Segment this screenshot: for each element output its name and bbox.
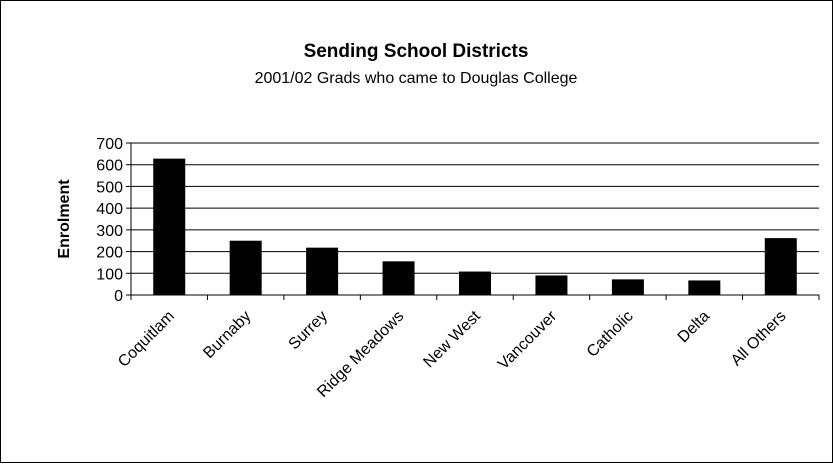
y-tick-label-700: 700 xyxy=(96,136,123,153)
x-tick-label-delta: Delta xyxy=(675,308,714,347)
x-tick-label-catholic: Catholic xyxy=(584,308,637,361)
y-tick-label-400: 400 xyxy=(96,201,123,218)
y-tick-label-100: 100 xyxy=(96,266,123,283)
y-tick-labels: 0 100 200 300 400 500 600 700 xyxy=(96,136,123,305)
x-tick-label-all-others: All Others xyxy=(728,308,790,370)
bar-surrey xyxy=(306,247,339,295)
x-tick-label-vancouver: Vancouver xyxy=(495,307,561,373)
bar-catholic xyxy=(611,279,644,295)
y-tick-label-0: 0 xyxy=(114,288,123,305)
bar-burnaby xyxy=(229,240,262,295)
bar-delta xyxy=(688,280,721,295)
x-tick-label-surrey: Surrey xyxy=(286,308,331,353)
x-tick-label-new-west: New West xyxy=(420,307,484,371)
bar-coquitlam xyxy=(153,158,186,295)
bars xyxy=(153,158,797,295)
axes xyxy=(130,143,820,300)
bar-vancouver xyxy=(535,275,568,295)
chart-title: Sending School Districts xyxy=(304,41,529,62)
x-tick-label-burnaby: Burnaby xyxy=(200,308,254,362)
bar-all-others xyxy=(764,238,797,295)
bar-new-west xyxy=(459,271,491,295)
chart-subtitle: 2001/02 Grads who came to Douglas Colleg… xyxy=(255,70,578,87)
y-tick-label-600: 600 xyxy=(96,158,123,175)
bar-ridge-meadows xyxy=(382,261,415,295)
y-axis-label: Enrolment xyxy=(56,179,73,259)
x-tick-label-coquitlam: Coquitlam xyxy=(115,308,178,371)
y-tick-label-200: 200 xyxy=(96,245,123,262)
y-tick-label-300: 300 xyxy=(96,223,123,240)
y-tick-label-500: 500 xyxy=(96,179,123,196)
